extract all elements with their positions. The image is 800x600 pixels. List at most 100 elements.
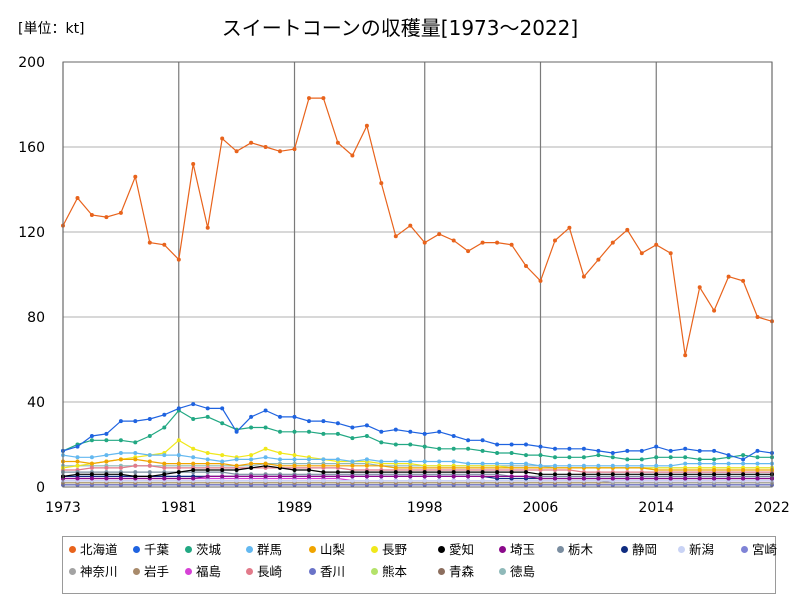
legend-label: 宮崎 xyxy=(752,542,778,557)
data-point xyxy=(524,264,528,268)
data-point xyxy=(668,463,673,468)
data-point xyxy=(220,406,225,411)
data-point xyxy=(581,455,586,460)
legend-marker xyxy=(246,546,253,553)
data-point xyxy=(437,470,442,475)
data-point xyxy=(292,478,297,483)
data-point xyxy=(147,240,152,245)
data-point xyxy=(408,478,413,483)
data-point xyxy=(408,470,413,475)
data-point xyxy=(234,149,239,154)
legend-item: 徳島 xyxy=(499,564,535,580)
data-point xyxy=(509,461,514,466)
legend-marker xyxy=(309,546,316,553)
data-point xyxy=(755,468,760,472)
data-point xyxy=(553,476,557,481)
data-point xyxy=(379,470,384,475)
series-line xyxy=(62,465,772,477)
data-point xyxy=(495,240,500,245)
data-point xyxy=(335,457,340,462)
data-point xyxy=(755,455,760,460)
data-point xyxy=(610,463,615,468)
data-point xyxy=(553,472,557,477)
data-point xyxy=(408,429,413,434)
data-point xyxy=(466,249,471,254)
data-point xyxy=(668,251,673,256)
data-point xyxy=(553,446,557,451)
data-point xyxy=(263,461,268,466)
legend-marker xyxy=(133,546,140,553)
data-point xyxy=(480,461,485,466)
data-point xyxy=(350,436,355,441)
data-point xyxy=(466,470,471,475)
data-point xyxy=(509,242,514,247)
data-point xyxy=(89,438,94,443)
data-point xyxy=(480,474,485,479)
data-point xyxy=(147,463,152,468)
legend-item: 北海道 xyxy=(69,542,118,558)
data-point xyxy=(466,478,471,483)
data-point xyxy=(75,196,80,200)
data-point xyxy=(509,474,514,479)
data-point xyxy=(610,472,615,477)
data-point xyxy=(335,470,340,475)
data-point xyxy=(408,459,413,464)
legend-label: 岩手 xyxy=(144,564,170,579)
data-point xyxy=(625,448,630,453)
data-point xyxy=(118,476,123,481)
data-point xyxy=(451,465,456,470)
data-point xyxy=(466,438,471,443)
data-point xyxy=(697,285,702,290)
data-point xyxy=(379,463,384,468)
legend-label: 栃木 xyxy=(568,542,594,557)
data-point xyxy=(364,123,369,128)
data-point xyxy=(581,446,586,451)
data-point xyxy=(335,474,340,479)
data-point xyxy=(205,225,210,230)
legend-item: 栃木 xyxy=(557,542,593,558)
data-point xyxy=(393,442,398,447)
legend-marker xyxy=(69,568,76,575)
data-point xyxy=(350,459,355,464)
data-point xyxy=(639,463,644,468)
data-point xyxy=(610,240,615,245)
data-point xyxy=(668,448,673,453)
data-point xyxy=(625,463,630,468)
x-tick-label: 2014 xyxy=(638,500,674,516)
data-point xyxy=(176,257,181,262)
legend-marker xyxy=(499,568,506,575)
data-point xyxy=(379,181,384,186)
legend-marker xyxy=(371,546,378,553)
data-point xyxy=(89,476,94,481)
legend-item: 長崎 xyxy=(246,564,282,580)
series-line xyxy=(62,403,773,461)
data-point xyxy=(422,444,427,449)
data-point xyxy=(524,474,528,479)
data-point xyxy=(466,446,471,451)
data-point xyxy=(726,274,731,279)
legend-item: 愛知 xyxy=(438,542,474,558)
data-point xyxy=(610,451,615,455)
data-point xyxy=(147,434,152,438)
data-point xyxy=(683,472,688,477)
y-tick-label: 120 xyxy=(18,225,45,241)
data-point xyxy=(466,461,471,466)
data-point xyxy=(422,431,427,436)
data-point xyxy=(278,414,282,419)
data-point xyxy=(350,463,355,468)
data-point xyxy=(278,429,282,434)
legend-item: 山梨 xyxy=(309,542,345,558)
data-point xyxy=(249,461,254,466)
data-point xyxy=(220,478,225,483)
data-point xyxy=(683,476,688,481)
legend-marker xyxy=(678,546,685,553)
data-point xyxy=(162,472,167,477)
x-tick-label: 2006 xyxy=(523,500,559,516)
data-point xyxy=(205,468,210,472)
x-tick-label: 1973 xyxy=(45,500,81,516)
data-point xyxy=(422,465,427,470)
data-point xyxy=(321,474,326,479)
data-point xyxy=(480,448,485,453)
data-point xyxy=(162,412,167,417)
legend-item: 福島 xyxy=(185,564,221,580)
